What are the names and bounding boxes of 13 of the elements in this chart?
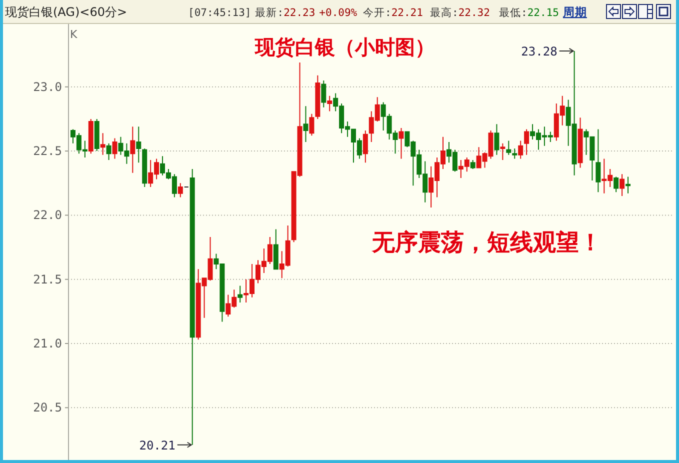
- annotation: 无序震荡，短线观望！: [371, 229, 602, 256]
- text: +0.09%: [319, 7, 358, 19]
- annotation: K: [70, 28, 78, 41]
- text: 最高:22.32: [430, 6, 490, 19]
- text: 今开:22.21: [363, 7, 423, 19]
- text: 现货白银(AG)<60分>: [5, 5, 128, 19]
- text: 现货白银（小时图）: [254, 35, 435, 59]
- annotation: 23.28: [521, 44, 558, 58]
- text: 周期: [562, 5, 587, 19]
- text: 最新:22.23: [255, 6, 316, 19]
- text: 最低:22.15: [499, 7, 559, 19]
- annotation: 20.21: [139, 438, 176, 452]
- text: [07:45:13]: [188, 7, 252, 19]
